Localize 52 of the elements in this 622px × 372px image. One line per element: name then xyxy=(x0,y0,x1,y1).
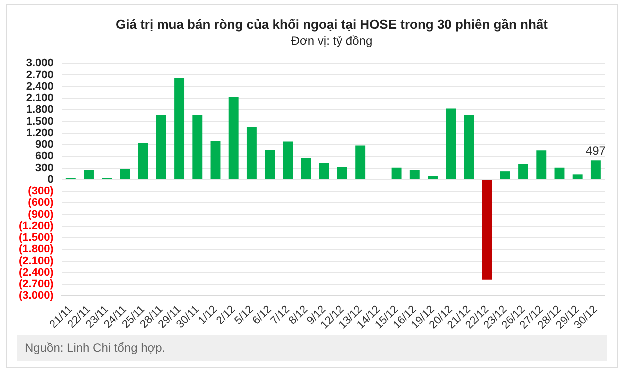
y-tick-label: 2.700 xyxy=(26,69,54,82)
bar xyxy=(590,160,601,180)
bar xyxy=(319,163,330,180)
bar xyxy=(410,170,420,180)
bar xyxy=(265,150,276,180)
bar xyxy=(84,170,94,180)
bar xyxy=(536,150,547,180)
y-tick-label: (2.100) xyxy=(18,255,54,268)
y-tick-label: 1.200 xyxy=(26,127,54,140)
y-tick-label: (2.700) xyxy=(18,278,54,291)
y-tick-label: 300 xyxy=(35,162,54,174)
y-tick-label: (1.800) xyxy=(18,244,54,256)
bar xyxy=(246,127,257,180)
y-tick-label: 1.800 xyxy=(26,104,54,116)
y-tick-label: 600 xyxy=(35,150,54,163)
y-tick-label: 900 xyxy=(35,139,54,152)
text: Nguồn: Linh Chi tổng hợp. xyxy=(25,341,166,355)
y-tick-label: (300) xyxy=(28,186,54,198)
bar xyxy=(228,96,239,180)
y-tick-label: (2.400) xyxy=(18,266,54,279)
bar xyxy=(554,168,565,180)
bar xyxy=(210,141,221,180)
bar xyxy=(301,158,312,180)
chart-title: Giá trị mua bán ròng của khối ngoại tại HOSE trong 30 phiên gần nhất xyxy=(115,17,549,32)
y-tick-label: (1.500) xyxy=(18,232,54,244)
bar xyxy=(120,169,130,180)
bar xyxy=(338,167,348,180)
data-label: 497 xyxy=(586,144,606,158)
bar xyxy=(446,108,456,180)
y-tick-label: (600) xyxy=(28,197,54,210)
bar xyxy=(283,142,294,180)
bar xyxy=(572,174,583,180)
y-tick-label: (1.200) xyxy=(18,220,54,232)
bar xyxy=(392,168,402,180)
bar xyxy=(356,146,366,180)
y-tick-label: 2.100 xyxy=(26,92,54,105)
y-tick-label: (3.000) xyxy=(18,290,54,302)
bar xyxy=(192,116,203,180)
chart-subtitle: Đơn vị: tỷ đồng xyxy=(290,34,374,48)
y-tick-label: 0 xyxy=(48,174,54,186)
bar xyxy=(156,116,166,180)
bar xyxy=(482,180,492,280)
y-tick-label: (900) xyxy=(28,208,54,221)
y-tick-label: 2.400 xyxy=(26,80,54,93)
y-tick-label: 1.500 xyxy=(26,116,54,128)
bar xyxy=(464,115,474,180)
bar xyxy=(174,78,185,180)
bar xyxy=(518,164,529,180)
bar xyxy=(428,176,438,180)
y-tick-label: 3.000 xyxy=(26,58,54,70)
bar xyxy=(138,143,148,180)
bar xyxy=(500,172,510,180)
